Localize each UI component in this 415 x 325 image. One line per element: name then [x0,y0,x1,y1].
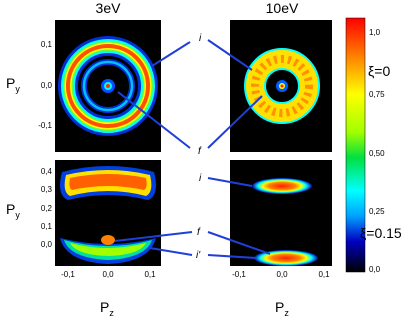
y-axis-label: Py [6,201,20,220]
arrows [114,39,271,259]
x-tick-label: 0,1 [144,270,156,279]
y-tick-label: 0,1 [41,222,53,231]
x-axis-label: Pz [275,299,289,318]
y-tick-label: 0,0 [41,240,53,249]
colorbar-label: ξ=0.15 [360,225,402,241]
colorbar-tick-label: 0,75 [369,90,385,99]
panel-d [230,160,332,266]
panel-tag: (d) [313,172,324,182]
colorbar-tick-label: 0,0 [369,265,381,274]
x-tick-label: 0,1 [318,270,330,279]
y-axis-label: Py [6,75,20,94]
y-tick-label: 0,0 [41,81,53,90]
x-axis-label: Pz [100,299,114,318]
y-tick-label: -0,1 [38,121,52,130]
panel-c [55,160,161,266]
colorbar [345,17,366,273]
annotation: i [199,33,202,44]
colorbar-tick-label: 1,0 [369,28,381,37]
panel-b [230,20,332,152]
annotation: i' [196,250,201,261]
x-tick-label: -0,1 [232,270,246,279]
x-tick-label: -0,1 [61,270,75,279]
colorbar-label: ξ=0 [368,63,390,79]
annotation: f [197,227,201,238]
annotation: i [199,173,202,184]
column-title: 10eV [266,0,299,16]
panel-a [55,20,161,152]
x-tick-label: 0,0 [102,270,114,279]
panel-tag: (a) [57,24,68,34]
y-tick-label: 0,4 [41,167,53,176]
x-tick-label: 0,0 [276,270,288,279]
panel-tag: (c) [57,229,68,239]
panel-tag: (b) [313,30,324,40]
y-tick-label: 0,2 [41,204,53,213]
colorbar-tick-label: 0,25 [369,207,385,216]
y-tick-label: 0,3 [41,185,53,194]
colorbar-tick-label: 0,50 [369,149,385,158]
annotation: f [198,146,202,157]
y-tick-label: 0,1 [41,40,53,49]
column-title: 3eV [96,0,122,16]
